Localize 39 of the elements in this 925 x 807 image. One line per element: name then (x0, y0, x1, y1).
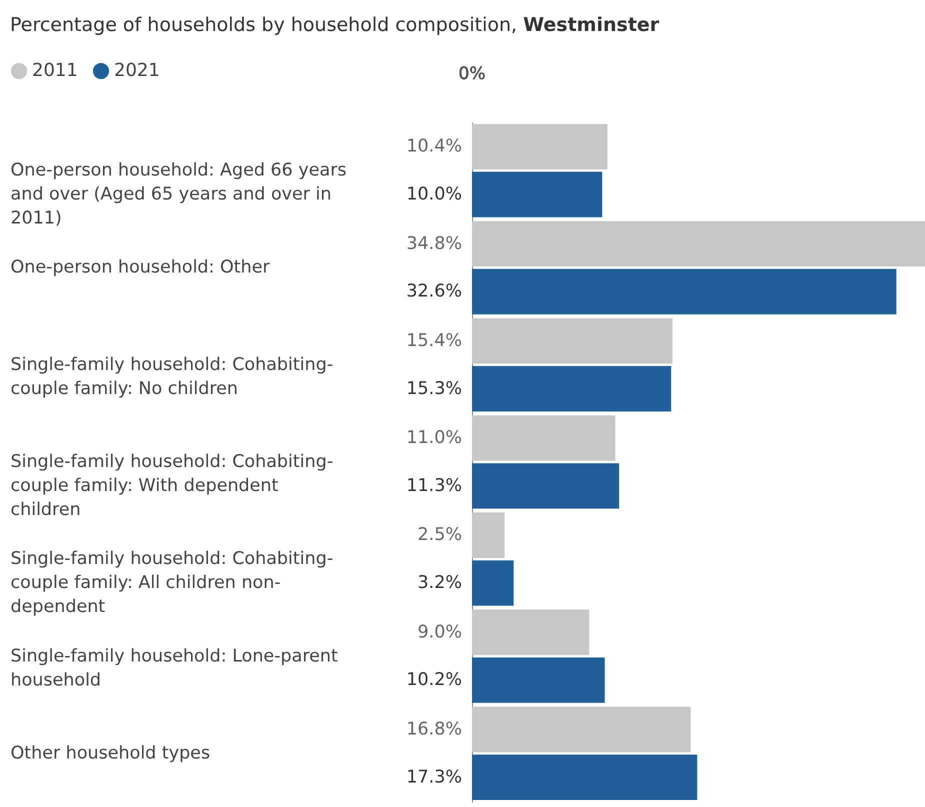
legend-label: 2021 (114, 60, 160, 81)
bar (472, 124, 608, 170)
bar (472, 560, 514, 606)
y-tick-label: Single-family household: Lone-parent household (10, 646, 338, 690)
data-label: 11.3% (406, 476, 462, 496)
y-tick-label: Single-family household: Cohabiting-couple family: No children (10, 354, 334, 399)
chart-title: Percentage of households by household composition, Westminster (10, 14, 660, 36)
data-label: 17.3% (406, 767, 462, 788)
bar (472, 366, 672, 412)
bar (472, 221, 925, 267)
bar (472, 268, 896, 314)
bar (472, 657, 605, 703)
bar (472, 172, 602, 218)
data-label: 10.2% (406, 670, 462, 690)
bar (472, 415, 616, 461)
y-tick-label: One-person household: Aged 66 years and over (Aged 65 years and over in 2011) (10, 160, 347, 229)
data-label: 32.6% (406, 282, 462, 302)
bar (472, 512, 505, 558)
data-label: 2.5% (418, 525, 462, 546)
bar (472, 318, 672, 364)
data-label: 3.2% (418, 573, 462, 594)
y-tick-label: Other household types (10, 743, 210, 764)
y-tick-label: One-person household: Other (10, 258, 270, 278)
y-tick-label: Single-family household: Cohabiting-couple family: All children non-dependent (10, 549, 334, 618)
data-label: 16.8% (406, 720, 462, 740)
legend-label: 2011 (32, 60, 78, 81)
bar (472, 610, 590, 656)
bar (472, 706, 691, 752)
data-label: 15.3% (406, 378, 462, 399)
data-label: 10.4% (406, 136, 462, 157)
data-label: 11.0% (406, 428, 462, 448)
data-label: 10.0% (406, 184, 462, 204)
text: 0% (458, 64, 486, 84)
y-tick-label: Single-family household: Cohabiting-couple family: With dependent children (10, 452, 334, 520)
data-label: 9.0% (418, 622, 462, 642)
bar (472, 463, 620, 509)
data-label: 34.8% (406, 234, 462, 254)
bar (472, 754, 698, 800)
data-label: 15.4% (406, 330, 462, 351)
